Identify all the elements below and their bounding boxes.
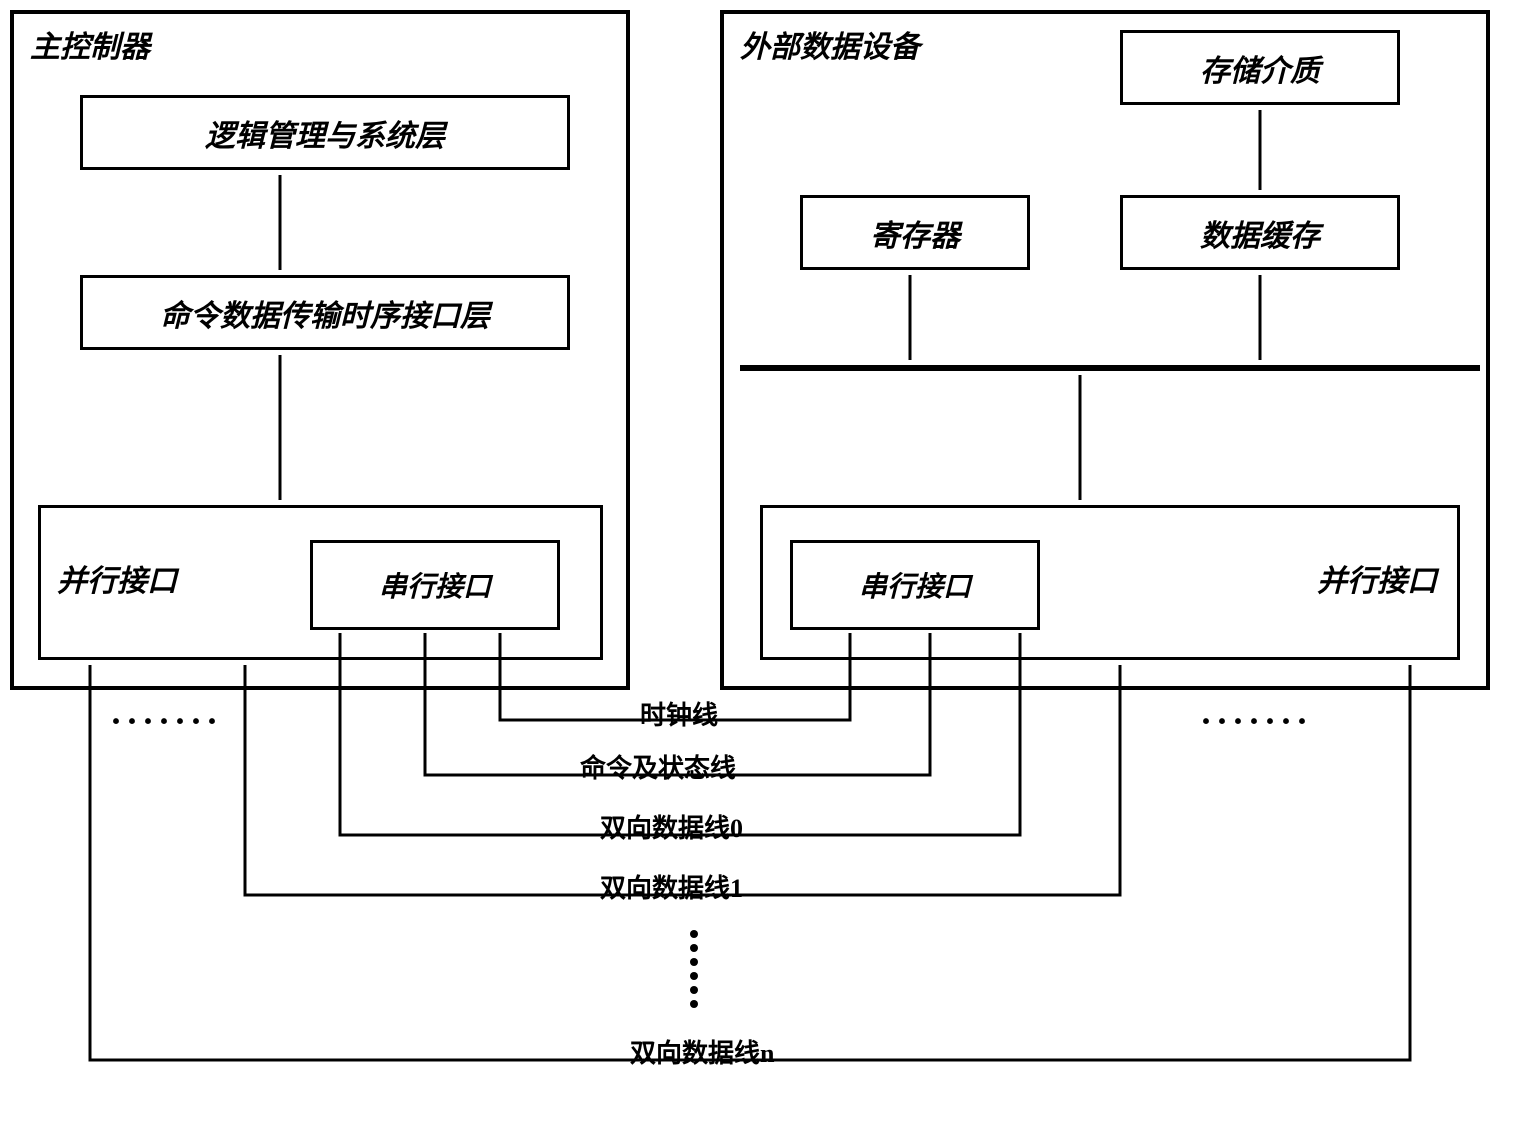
right-parallel-label: 并行接口 bbox=[1317, 556, 1437, 600]
right-bus-line bbox=[740, 365, 1480, 371]
dots-left: ······· bbox=[110, 700, 222, 742]
external-device-title: 外部数据设备 bbox=[740, 22, 920, 66]
logic-layer-box: 逻辑管理与系统层 bbox=[80, 95, 570, 170]
logic-layer-label: 逻辑管理与系统层 bbox=[205, 111, 445, 155]
register-label: 寄存器 bbox=[870, 211, 960, 255]
cache-label: 数据缓存 bbox=[1200, 211, 1320, 255]
right-serial-box: 串行接口 bbox=[790, 540, 1040, 630]
left-serial-label: 串行接口 bbox=[379, 565, 491, 605]
cmd-layer-box: 命令数据传输时序接口层 bbox=[80, 275, 570, 350]
main-controller-title: 主控制器 bbox=[30, 22, 150, 66]
cache-box: 数据缓存 bbox=[1120, 195, 1400, 270]
dots-vertical bbox=[690, 930, 698, 1008]
left-parallel-label: 并行接口 bbox=[57, 556, 177, 600]
cmd-layer-label: 命令数据传输时序接口层 bbox=[160, 291, 490, 335]
left-serial-box: 串行接口 bbox=[310, 540, 560, 630]
cmd-status-label: 命令及状态线 bbox=[580, 748, 736, 785]
dots-right: ······· bbox=[1200, 700, 1312, 742]
storage-box: 存储介质 bbox=[1120, 30, 1400, 105]
data1-label: 双向数据线1 bbox=[600, 868, 743, 905]
datan-label: 双向数据线n bbox=[630, 1033, 774, 1070]
storage-label: 存储介质 bbox=[1200, 46, 1320, 90]
register-box: 寄存器 bbox=[800, 195, 1030, 270]
diagram-container: 主控制器 逻辑管理与系统层 命令数据传输时序接口层 并行接口 串行接口 外部数据… bbox=[0, 0, 1518, 1141]
clock-label: 时钟线 bbox=[640, 695, 718, 732]
data0-label: 双向数据线0 bbox=[600, 808, 743, 845]
right-serial-label: 串行接口 bbox=[859, 565, 971, 605]
